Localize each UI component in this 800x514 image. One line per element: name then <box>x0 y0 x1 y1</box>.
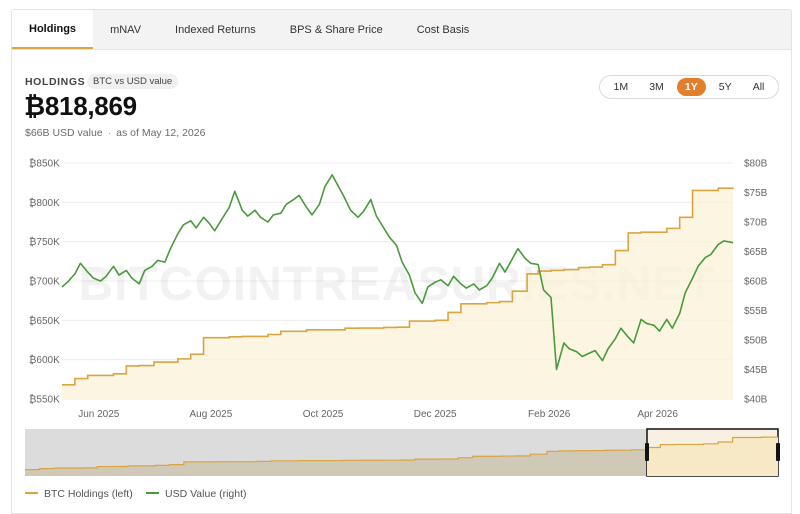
as-of-date: as of May 12, 2026 <box>116 127 206 139</box>
x-axis-tick: Oct 2025 <box>303 409 344 420</box>
x-axis-tick: Jun 2025 <box>78 409 120 420</box>
left-axis-tick: ₿800K <box>29 197 60 209</box>
right-axis-tick: $65B <box>744 247 768 258</box>
x-axis-tick: Apr 2026 <box>637 409 678 420</box>
tab-holdings[interactable]: Holdings <box>12 10 94 49</box>
right-axis-tick: $70B <box>744 218 768 229</box>
tab-bar: Holdings mNAV Indexed Returns BPS & Share P… <box>11 9 792 49</box>
usd-value-line <box>61 174 734 371</box>
tab-mnav[interactable]: mNAV <box>110 23 142 36</box>
legend: BTC Holdings (left) USD Value (right) <box>25 488 247 500</box>
usd-value-line: $66B USD value · as of May 12, 2026 <box>25 127 205 139</box>
right-axis-tick: $80B <box>744 159 768 170</box>
btc-holdings-line <box>62 187 734 386</box>
x-axis-tick: Feb 2026 <box>528 409 571 420</box>
left-axis-tick: ₿600K <box>29 354 60 366</box>
navigator-selected-line <box>647 436 778 449</box>
left-axis-tick: ₿850K <box>29 158 60 170</box>
right-axis-tick: $75B <box>744 188 768 199</box>
right-axis-tick: $45B <box>744 365 768 376</box>
range-button-3m[interactable]: 3M <box>649 81 664 93</box>
holdings-value: ₿818,869 <box>24 91 137 121</box>
legend-item[interactable]: BTC Holdings (left) <box>25 488 133 500</box>
left-axis-tick: ₿750K <box>29 236 60 248</box>
tab-bps-share-price[interactable]: BPS & Share Price <box>289 23 383 36</box>
btc-holdings-area <box>62 187 733 399</box>
x-axis-tick: Aug 2025 <box>189 409 232 420</box>
right-axis-tick: $40B <box>744 395 768 406</box>
navigator-selected-area <box>647 437 778 476</box>
navigator-handle-right[interactable] <box>776 443 780 461</box>
holdings-label: HOLDINGS <box>25 76 86 88</box>
legend-label: BTC Holdings (left) <box>44 488 133 500</box>
metric-badge: BTC vs USD value <box>87 74 179 89</box>
legend-item[interactable]: USD Value (right) <box>146 488 247 500</box>
navigator-area <box>25 437 778 476</box>
tab-cost-basis[interactable]: Cost Basis <box>416 23 470 36</box>
right-axis-tick: $50B <box>744 336 768 347</box>
navigator-handle-left[interactable] <box>645 443 649 461</box>
range-button-all[interactable]: All <box>752 81 765 93</box>
range-button-1y[interactable]: 1Y <box>676 78 706 96</box>
right-axis-tick: $55B <box>744 306 768 317</box>
left-axis-tick: ₿550K <box>29 394 60 406</box>
right-axis-tick: $60B <box>744 277 768 288</box>
range-button-5y[interactable]: 5Y <box>718 81 732 93</box>
range-navigator[interactable] <box>25 428 780 477</box>
usd-value: $66B USD value <box>25 127 103 139</box>
range-button-1m[interactable]: 1M <box>613 81 629 93</box>
tab-indexed-returns[interactable]: Indexed Returns <box>175 23 256 36</box>
left-axis-tick: ₿650K <box>29 315 60 327</box>
time-range-selector: 1M 3M 1Y 5Y All <box>599 75 779 99</box>
legend-label: USD Value (right) <box>165 488 247 500</box>
separator-dot: · <box>107 127 112 139</box>
left-axis-tick: ₿700K <box>29 276 60 288</box>
x-axis-tick: Dec 2025 <box>414 409 457 420</box>
